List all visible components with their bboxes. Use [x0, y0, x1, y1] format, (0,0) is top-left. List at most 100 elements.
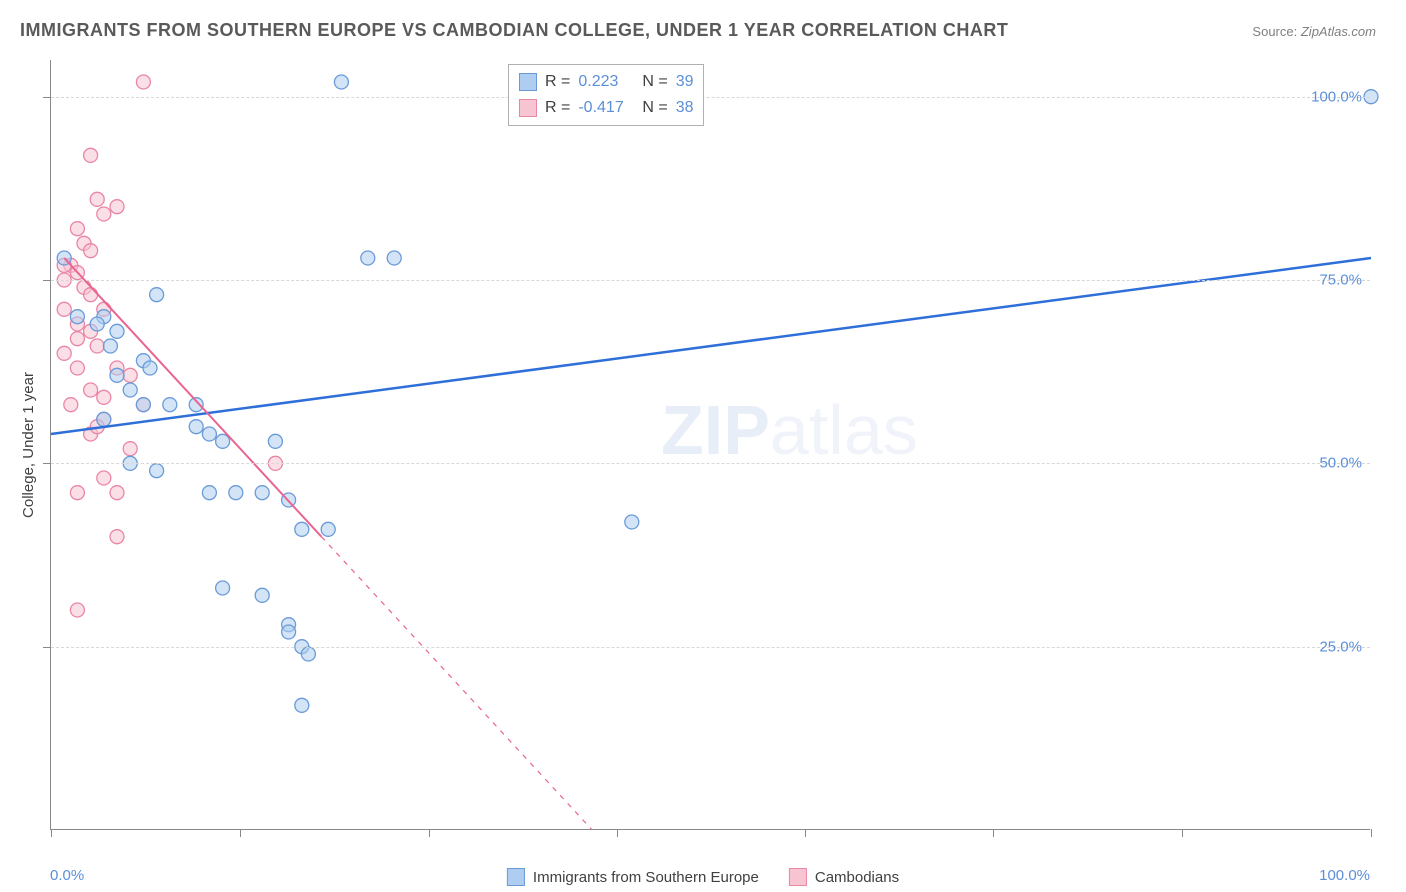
data-point	[90, 192, 104, 206]
data-point	[150, 288, 164, 302]
data-point	[334, 75, 348, 89]
x-tick	[617, 829, 618, 837]
data-point	[64, 398, 78, 412]
x-tick-label: 100.0%	[1319, 867, 1370, 884]
data-point	[136, 75, 150, 89]
legend-item: Cambodians	[789, 868, 899, 886]
legend-swatch	[519, 99, 537, 117]
data-point	[268, 434, 282, 448]
data-point	[163, 398, 177, 412]
source-credit: Source: ZipAtlas.com	[1252, 24, 1376, 39]
data-point	[70, 222, 84, 236]
data-point	[321, 522, 335, 536]
data-point	[202, 486, 216, 500]
data-point	[110, 368, 124, 382]
source-label: Source:	[1252, 24, 1297, 39]
y-tick	[43, 463, 51, 464]
data-point	[123, 442, 137, 456]
data-point	[202, 427, 216, 441]
data-point	[84, 288, 98, 302]
data-point	[282, 625, 296, 639]
data-point	[255, 486, 269, 500]
x-tick	[1182, 829, 1183, 837]
x-tick	[805, 829, 806, 837]
data-point	[70, 361, 84, 375]
data-point	[295, 522, 309, 536]
legend-label: Cambodians	[815, 869, 899, 886]
legend-swatch	[789, 868, 807, 886]
n-label: N =	[642, 99, 667, 117]
data-point	[625, 515, 639, 529]
legend-series: Immigrants from Southern Europe Cambodian…	[507, 868, 899, 886]
data-point	[57, 302, 71, 316]
data-point	[84, 244, 98, 258]
data-point	[97, 207, 111, 221]
x-tick-label: 0.0%	[50, 867, 84, 884]
trend-line-dashed	[321, 537, 592, 830]
data-point	[229, 486, 243, 500]
data-point	[216, 434, 230, 448]
trend-line	[51, 258, 1371, 434]
r-value: -0.417	[578, 99, 634, 117]
data-point	[70, 332, 84, 346]
data-point	[387, 251, 401, 265]
y-tick-label: 50.0%	[1319, 455, 1362, 472]
data-point	[57, 346, 71, 360]
legend-label: Immigrants from Southern Europe	[533, 869, 759, 886]
data-point	[143, 361, 157, 375]
x-tick	[240, 829, 241, 837]
r-label: R =	[545, 73, 570, 91]
source-value: ZipAtlas.com	[1301, 24, 1376, 39]
data-point	[301, 647, 315, 661]
legend-swatch	[519, 73, 537, 91]
data-point	[70, 486, 84, 500]
data-point	[361, 251, 375, 265]
y-tick	[43, 97, 51, 98]
n-value: 39	[676, 73, 694, 91]
y-tick-label: 25.0%	[1319, 638, 1362, 655]
data-point	[70, 310, 84, 324]
data-point	[123, 368, 137, 382]
chart-title: IMMIGRANTS FROM SOUTHERN EUROPE VS CAMBO…	[20, 20, 1008, 41]
plot-area: ZIPatlas	[50, 60, 1370, 830]
legend-row: R = 0.223 N = 39	[519, 69, 693, 95]
data-point	[110, 324, 124, 338]
n-label: N =	[642, 73, 667, 91]
plot-svg	[51, 60, 1370, 829]
data-point	[97, 412, 111, 426]
data-point	[216, 581, 230, 595]
data-point	[189, 420, 203, 434]
data-point	[70, 603, 84, 617]
data-point	[255, 588, 269, 602]
r-label: R =	[545, 99, 570, 117]
r-value: 0.223	[578, 73, 634, 91]
y-tick	[43, 280, 51, 281]
data-point	[84, 383, 98, 397]
x-tick	[1371, 829, 1372, 837]
x-tick	[51, 829, 52, 837]
n-value: 38	[676, 99, 694, 117]
data-point	[90, 339, 104, 353]
data-point	[97, 471, 111, 485]
legend-swatch	[507, 868, 525, 886]
data-point	[136, 398, 150, 412]
x-tick	[429, 829, 430, 837]
y-tick	[43, 647, 51, 648]
data-point	[84, 148, 98, 162]
y-tick-label: 100.0%	[1311, 88, 1362, 105]
legend-item: Immigrants from Southern Europe	[507, 868, 759, 886]
gridline	[51, 647, 1370, 648]
gridline	[51, 280, 1370, 281]
data-point	[110, 530, 124, 544]
gridline	[51, 97, 1370, 98]
x-tick	[993, 829, 994, 837]
data-point	[295, 698, 309, 712]
data-point	[110, 486, 124, 500]
gridline	[51, 463, 1370, 464]
data-point	[90, 317, 104, 331]
y-tick-label: 75.0%	[1319, 272, 1362, 289]
data-point	[123, 383, 137, 397]
data-point	[110, 200, 124, 214]
legend-correlation: R = 0.223 N = 39 R = -0.417 N = 38	[508, 64, 704, 126]
data-point	[150, 464, 164, 478]
